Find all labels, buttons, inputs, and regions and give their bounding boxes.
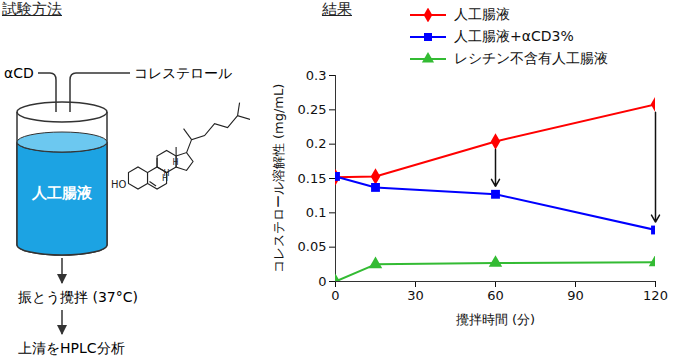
svg-text:H: H bbox=[173, 158, 179, 167]
html-text:人工腸液: 人工腸液 bbox=[454, 6, 510, 22]
svg-text:HO: HO bbox=[111, 179, 127, 190]
svg-text:0.05: 0.05 bbox=[298, 239, 327, 254]
html-text:結果: 結果 bbox=[322, 0, 352, 18]
svg-text:攪拌時間 (分): 攪拌時間 (分) bbox=[456, 312, 535, 327]
svg-text:αCD: αCD bbox=[4, 65, 34, 81]
svg-text:30: 30 bbox=[407, 288, 424, 303]
svg-text:0.1: 0.1 bbox=[306, 205, 327, 220]
svg-text:0.15: 0.15 bbox=[298, 171, 327, 186]
svg-text:120: 120 bbox=[643, 288, 668, 303]
html-text:試験方法: 試験方法 bbox=[2, 0, 62, 18]
svg-text:振とう攪拌 (37°C): 振とう攪拌 (37°C) bbox=[18, 289, 138, 305]
html-text:レシチン不含有人工腸液: レシチン不含有人工腸液 bbox=[454, 50, 608, 66]
svg-text:人工腸液: 人工腸液 bbox=[31, 184, 93, 202]
svg-text:コレステロール溶解性 (mg/mL): コレステロール溶解性 (mg/mL) bbox=[271, 84, 286, 273]
svg-text:H: H bbox=[162, 174, 168, 183]
svg-text:0.3: 0.3 bbox=[306, 68, 327, 83]
svg-text:上清をHPLC分析: 上清をHPLC分析 bbox=[18, 340, 125, 356]
svg-text:0: 0 bbox=[331, 288, 339, 303]
svg-text:0.25: 0.25 bbox=[298, 102, 327, 117]
svg-text:90: 90 bbox=[567, 288, 584, 303]
svg-text:H: H bbox=[163, 168, 170, 178]
svg-text:60: 60 bbox=[487, 288, 504, 303]
svg-text:0.2: 0.2 bbox=[306, 136, 327, 151]
svg-text:0: 0 bbox=[318, 274, 326, 289]
html-text:人工腸液+αCD3%: 人工腸液+αCD3% bbox=[454, 28, 574, 44]
svg-text:コレステロール: コレステロール bbox=[134, 65, 232, 81]
